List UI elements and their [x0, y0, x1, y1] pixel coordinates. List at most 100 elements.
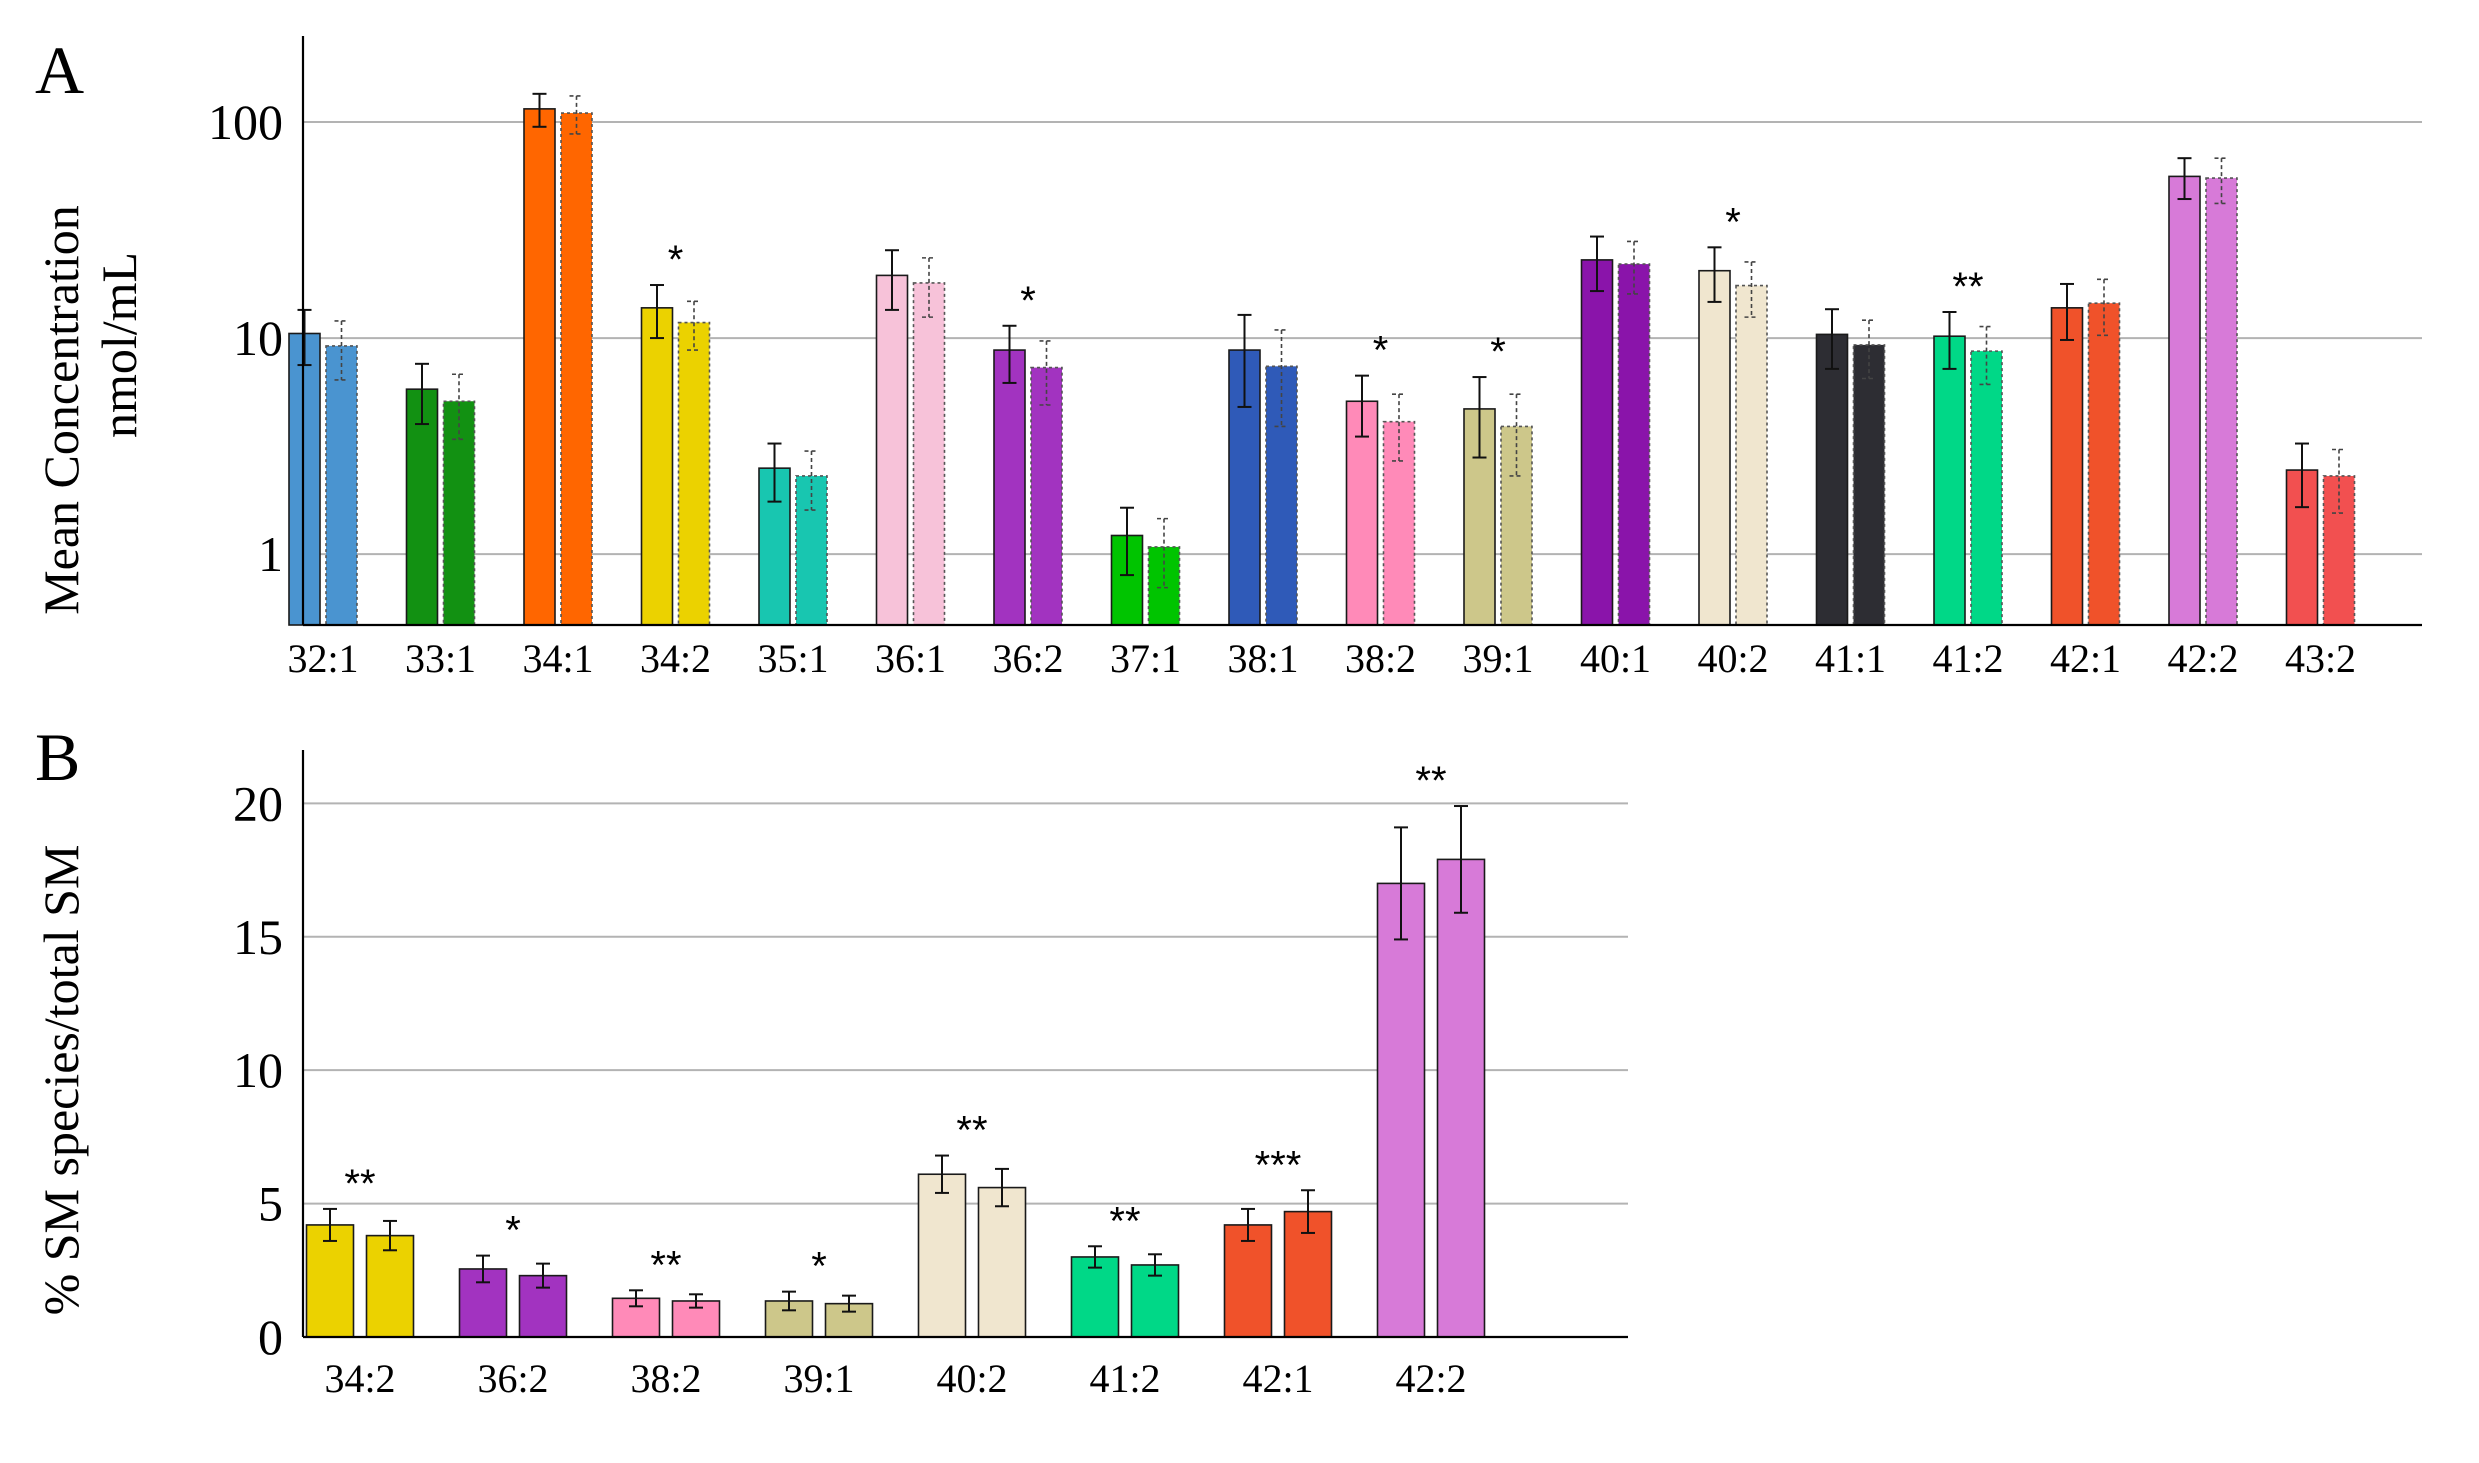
panel-a-label: A — [35, 32, 84, 108]
chart-a-y-tick-label: 1 — [258, 526, 283, 582]
error-bar-40-1-series-2 — [1627, 240, 1641, 295]
category-label-39-1: 39:1 — [1462, 636, 1533, 681]
chart-b-y-tick-label: 0 — [258, 1309, 283, 1365]
error-bar-39-1-series-1 — [1472, 376, 1487, 459]
error-bar-34-2-series-2 — [687, 300, 701, 351]
category-label-38-2: 38:2 — [1345, 636, 1416, 681]
bar-40-1-series-2 — [1617, 263, 1651, 626]
error-bar-42-1-series-1 — [2060, 282, 2074, 341]
category-label-42-1: 42:1 — [2050, 636, 2121, 681]
category-label-41-1: 41:1 — [1815, 636, 1886, 681]
error-bar-37-1-series-2 — [1157, 517, 1171, 589]
error-bar-34-2-series-1 — [323, 1207, 337, 1242]
bar-39-1-series-2 — [1500, 425, 1533, 626]
error-bar-38-1-series-2 — [1274, 329, 1289, 428]
category-label-36-1: 36:1 — [875, 636, 946, 681]
bar-41-1-series-1 — [1815, 333, 1849, 626]
error-bar-34-2-series-2 — [383, 1219, 397, 1252]
bar-41-2-series-1 — [1933, 335, 1966, 626]
error-bar-36-1-series-1 — [885, 249, 899, 311]
bar-42-2-series-1 — [1376, 882, 1426, 1338]
significance-34-2: * — [668, 238, 684, 282]
error-bar-34-2-series-1 — [650, 284, 664, 340]
category-label-40-1: 40:1 — [1580, 636, 1651, 681]
error-bar-42-2-series-2 — [1454, 805, 1468, 914]
error-bar-33-1-series-1 — [415, 362, 429, 426]
category-label-34-2: 34:2 — [640, 636, 711, 681]
error-bar-38-2-series-1 — [1355, 374, 1369, 438]
error-bar-41-2-series-2 — [1979, 325, 1994, 386]
error-bar-40-2-series-2 — [995, 1167, 1009, 1208]
error-bar-41-2-series-1 — [1088, 1245, 1102, 1269]
error-bar-36-2-series-2 — [1039, 340, 1054, 406]
category-label-40-2: 40:2 — [936, 1356, 1007, 1401]
bar-32-1-series-1 — [288, 332, 321, 626]
category-label-38-2: 38:2 — [630, 1356, 701, 1401]
bar-36-2-series-1 — [993, 349, 1026, 626]
error-bar-36-2-series-1 — [476, 1254, 490, 1284]
error-bar-34-1-series-2 — [569, 95, 584, 135]
bar-34-2-series-1 — [640, 307, 674, 626]
bar-41-2-series-1 — [1070, 1256, 1120, 1338]
chart-a-y-ticks: 1 10 100 — [208, 94, 283, 582]
error-bar-42-2-series-1 — [1394, 826, 1408, 941]
bar-33-1-series-1 — [405, 388, 439, 626]
chart-b-significance-marks: ***** ********** — [344, 759, 1446, 1289]
error-bar-34-1-series-1 — [532, 92, 547, 128]
chart-a-bars — [288, 108, 2356, 626]
bar-36-1-series-2 — [912, 282, 946, 626]
bar-41-2-series-2 — [1970, 350, 2003, 626]
significance-40-2: * — [1725, 200, 1741, 244]
chart-a-y-tick-label: 10 — [233, 310, 283, 366]
category-label-41-2: 41:2 — [1089, 1356, 1160, 1401]
category-label-35-1: 35:1 — [757, 636, 828, 681]
bar-36-2-series-2 — [1030, 366, 1063, 626]
error-bar-39-1-series-1 — [782, 1290, 796, 1312]
chart-a-y-tick-label: 100 — [208, 94, 283, 150]
category-label-39-1: 39:1 — [783, 1356, 854, 1401]
bar-40-2-series-1 — [917, 1173, 967, 1338]
category-label-42-2: 42:2 — [1395, 1356, 1466, 1401]
category-label-40-2: 40:2 — [1697, 636, 1768, 681]
error-bar-38-2-series-1 — [629, 1289, 643, 1308]
category-label-34-2: 34:2 — [324, 1356, 395, 1401]
bar-34-1-series-2 — [560, 112, 593, 626]
chart-b-y-tick-label: 5 — [258, 1176, 283, 1232]
bar-40-1-series-1 — [1580, 259, 1614, 626]
error-bar-33-1-series-2 — [452, 373, 466, 441]
error-bar-38-2-series-2 — [1392, 393, 1406, 462]
error-bar-42-2-series-1 — [2177, 157, 2192, 201]
category-label-38-1: 38:1 — [1227, 636, 1298, 681]
chart-b-bars — [305, 858, 1486, 1338]
bar-40-2-series-2 — [1735, 284, 1768, 626]
chart-a-x-tick-labels: 32:1 33:1 34:1 34:2 35:1 36:1 36:2 37:1 38:1 38:2… — [287, 636, 2356, 681]
error-bar-40-2-series-2 — [1744, 261, 1759, 318]
error-bar-35-1-series-2 — [804, 450, 819, 511]
bar-36-1-series-1 — [875, 274, 909, 626]
error-bar-41-1-series-2 — [1862, 319, 1876, 380]
error-bar-40-1-series-1 — [1590, 235, 1604, 293]
panel-b-label: B — [35, 719, 80, 795]
category-label-32-1: 32:1 — [287, 636, 358, 681]
error-bar-42-1-series-2 — [1301, 1189, 1315, 1234]
significance-36-2: * — [1020, 279, 1036, 323]
error-bar-36-2-series-2 — [536, 1262, 550, 1289]
chart-a-y-label-line1: Mean Concentration — [33, 205, 89, 615]
bar-42-2-series-2 — [2205, 177, 2238, 626]
error-bar-43-2-series-2 — [2332, 448, 2346, 514]
bar-34-2-series-1 — [305, 1224, 355, 1338]
error-bar-40-2-series-1 — [935, 1154, 949, 1194]
error-bar-36-1-series-2 — [922, 257, 936, 318]
chart-b-y-tick-label: 15 — [233, 909, 283, 965]
significance-40-2: ** — [956, 1109, 987, 1153]
bar-42-1-series-1 — [2050, 307, 2084, 626]
category-label-41-2: 41:2 — [1932, 636, 2003, 681]
error-bar-32-1-series-1 — [297, 308, 312, 367]
chart-b-error-bars — [323, 805, 1468, 1313]
bar-43-2-series-2 — [2322, 475, 2356, 626]
bar-32-1-series-2 — [325, 345, 358, 626]
significance-41-2: ** — [1109, 1199, 1140, 1243]
chart-b-x-tick-labels: 34:2 36:2 38:2 39:1 40:2 41:2 42:1 42:2 — [324, 1356, 1466, 1401]
bar-34-2-series-2 — [677, 321, 711, 626]
